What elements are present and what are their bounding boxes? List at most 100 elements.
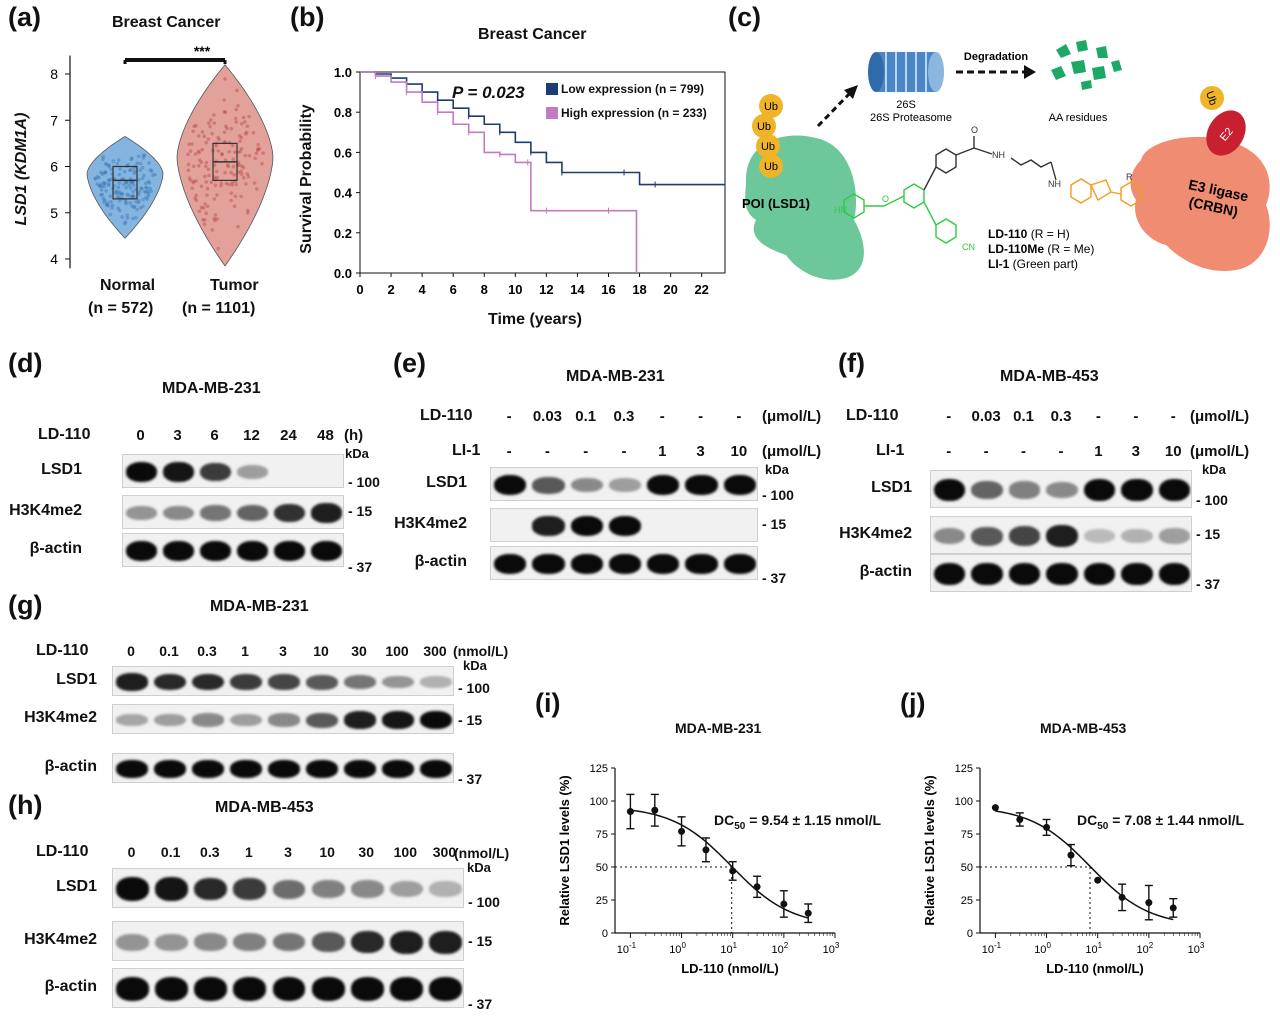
blot-f-strip-lsd1: [930, 470, 1192, 508]
blot-band: [1083, 562, 1116, 586]
blot-band: [494, 474, 527, 496]
blot-d-lane-label: 0: [136, 427, 145, 444]
group-normal-label: Normal: [100, 277, 156, 294]
blot-band: [236, 504, 269, 522]
blot-band: [647, 474, 680, 496]
blot-e-strip-actin: [490, 546, 758, 580]
blot-f-lane-label: -: [1170, 408, 1176, 425]
blot-g-marker: - 37: [458, 771, 483, 787]
dose-i-point: [626, 808, 634, 816]
violin-title: Breast Cancer: [112, 14, 221, 31]
blot-band: [344, 675, 376, 689]
violin-ytick-label: 8: [50, 66, 58, 82]
dose-xtick-label: 103: [823, 941, 840, 956]
chemical-structure: [843, 136, 1142, 244]
blot-band: [116, 977, 149, 1001]
blot-band: [429, 977, 462, 1001]
blot-e-lane-label: 0.03: [532, 408, 563, 425]
panel-label-d: (d): [8, 348, 43, 378]
blot-e-lane-label: -: [621, 443, 627, 460]
blot-f-lane-label: 1: [1094, 443, 1103, 460]
dose-xtick-label: 101: [720, 941, 737, 956]
chem-hn: HN: [834, 205, 847, 215]
dose-ytick-label: 25: [596, 895, 608, 907]
blot-f-lane-label: 0.3: [1050, 408, 1072, 425]
blot-f-lane-label: 3: [1131, 443, 1141, 460]
blot-f-lane-label: -: [946, 443, 952, 460]
violin-normal: [86, 135, 164, 239]
blot-e-row-label: H3K4me2: [394, 515, 467, 532]
blot-h-row-label: H3K4me2: [24, 931, 97, 948]
panel-label-b: (b): [290, 2, 325, 32]
sig-stars: ***: [194, 43, 211, 59]
km-xtick-label: 8: [481, 282, 488, 297]
km-line-low: [360, 71, 725, 186]
blot-band: [389, 930, 423, 954]
blot-band: [194, 977, 228, 1001]
blot-band: [306, 674, 338, 690]
blot-f-title: MDA-MB-453: [1000, 368, 1099, 385]
dose-j-point: [1169, 904, 1177, 912]
dose-ytick-label: 25: [961, 895, 973, 907]
dose-xtick-label: 100: [1034, 941, 1051, 956]
dose-xtick-label: 103: [1188, 941, 1205, 956]
blot-band: [1046, 481, 1078, 499]
arrow-to-proteasome: [816, 90, 853, 128]
blot-band: [192, 673, 224, 691]
blot-band: [310, 503, 343, 523]
km-xtick-label: 22: [694, 282, 708, 297]
blot-band: [192, 760, 224, 778]
blot-d-lane-label: 48: [317, 427, 334, 444]
chem-cn: CN: [962, 242, 975, 252]
km-xtick-label: 12: [539, 282, 553, 297]
ub-chain: [752, 94, 783, 178]
degradation-label: Degradation: [964, 51, 1028, 63]
km-xtick-label: 20: [663, 282, 677, 297]
blot-f-lane-label: 0.03: [971, 408, 1001, 425]
blot-band: [1158, 562, 1190, 586]
violin-points-tumor: [186, 77, 265, 251]
blot-g-treat: LD-110: [36, 642, 89, 659]
km-frame: [359, 71, 726, 274]
blot-band: [272, 977, 306, 1001]
blot-d-strip-lsd1: [122, 454, 344, 488]
blot-band: [344, 760, 376, 778]
blot-band: [230, 713, 262, 727]
blot-f-lane-label: -: [1133, 408, 1139, 425]
ub-2: Ub: [757, 121, 771, 133]
blot-h-row-label: LSD1: [56, 878, 97, 895]
blot-band: [155, 933, 189, 951]
panel-label-a: (a): [8, 2, 41, 32]
dose-ytick-label: 100: [590, 796, 608, 808]
blot-band: [971, 526, 1003, 546]
blot-f-lane-label: 0.1: [1013, 408, 1034, 425]
blot-band: [116, 933, 149, 951]
e3-blob: [1130, 136, 1270, 271]
blot-e-marker: - 100: [762, 487, 794, 503]
blot-f-treat2: LI-1: [876, 442, 905, 459]
blot-band: [723, 553, 756, 575]
panel-label-e: (e): [393, 348, 426, 378]
dose-ytick-label: 50: [961, 862, 973, 874]
blot-h-strip-lsd1: [112, 868, 464, 908]
blot-band: [154, 713, 186, 727]
dose-j-point: [1067, 851, 1075, 859]
blot-e-lane-label: -: [506, 443, 512, 460]
aa-residues-icon: [1051, 40, 1122, 90]
blot-band: [272, 932, 306, 952]
blot-band: [1083, 478, 1116, 502]
dose-xtick-label: 101: [1085, 941, 1102, 956]
blot-h-treat: LD-110: [36, 843, 89, 860]
blot-e-unit2: (μmol/L): [762, 443, 822, 460]
blot-band: [310, 540, 343, 562]
blot-d-lane-label: 12: [243, 427, 260, 444]
blot-band: [116, 673, 148, 691]
blot-e-row-label: LSD1: [426, 474, 467, 491]
km-title: Breast Cancer: [478, 26, 587, 43]
blot-band: [116, 714, 148, 726]
blot-band: [162, 462, 195, 482]
dose-j-point: [1118, 893, 1126, 901]
blot-g-kda: kDa: [463, 658, 487, 673]
legend-low-text: Low expression (n = 799): [561, 82, 705, 96]
e2-icon: [1206, 110, 1246, 156]
